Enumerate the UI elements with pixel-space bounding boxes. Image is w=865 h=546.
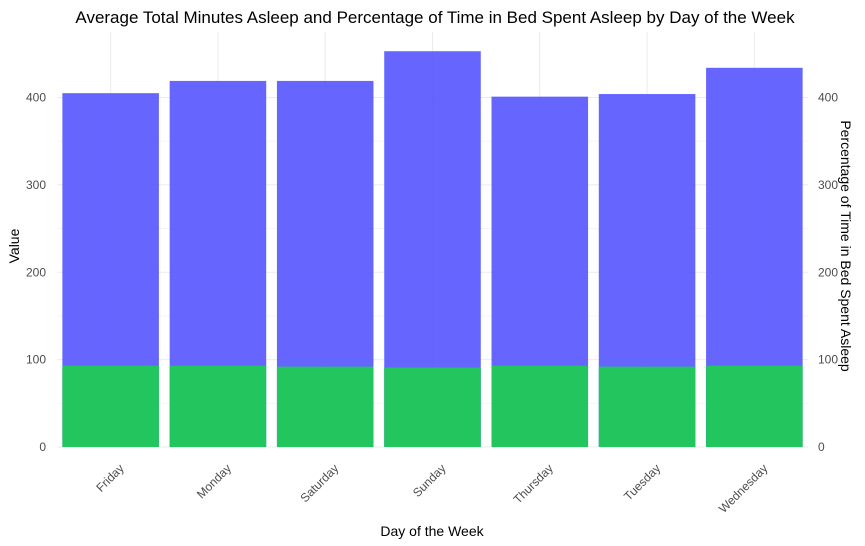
- bar-series-2-saturday: [276, 366, 374, 447]
- y2-tick-label: 400: [818, 91, 838, 105]
- y-axis-ticks: 0 100 200 300 400: [26, 91, 46, 454]
- y-tick-label: 200: [26, 265, 46, 279]
- y2-axis-ticks: 0 100 200 300 400: [818, 91, 838, 454]
- x-tick-label-sunday: Sunday: [410, 461, 449, 500]
- x-tick-label-saturday: Saturday: [297, 461, 341, 505]
- bars: [62, 51, 803, 448]
- x-tick-label-thursday: Thursday: [511, 461, 556, 506]
- y2-tick-label: 100: [818, 353, 838, 367]
- bar-series-2-monday: [169, 365, 267, 447]
- bar-series-2-thursday: [491, 365, 589, 447]
- x-tick-label-wednesday: Wednesday: [716, 461, 771, 516]
- x-tick-label-tuesday: Tuesday: [621, 461, 663, 503]
- y-tick-label: 400: [26, 91, 46, 105]
- y-tick-label: 100: [26, 353, 46, 367]
- y2-tick-label: 300: [818, 178, 838, 192]
- y2-axis-title: Percentage of Time in Bed Spent Asleep: [838, 120, 854, 372]
- x-tick-label-friday: Friday: [93, 461, 126, 494]
- bar-series-2-wednesday: [706, 365, 803, 447]
- bar-series-2-sunday: [384, 367, 481, 447]
- y-tick-label: 300: [26, 178, 46, 192]
- chart-title: Average Total Minutes Asleep and Percent…: [75, 8, 795, 27]
- x-axis-title: Day of the Week: [380, 523, 484, 539]
- y2-tick-label: 0: [818, 440, 825, 454]
- y2-tick-label: 200: [818, 265, 838, 279]
- y-tick-label: 0: [39, 440, 46, 454]
- x-axis-ticks: Friday Monday Saturday Sunday Thursday Tuesda…: [93, 461, 770, 516]
- x-tick-label-monday: Monday: [194, 461, 234, 501]
- y-axis-title: Value: [6, 228, 22, 263]
- bar-series-2-tuesday: [598, 366, 696, 447]
- bar-series-2-friday: [62, 365, 159, 447]
